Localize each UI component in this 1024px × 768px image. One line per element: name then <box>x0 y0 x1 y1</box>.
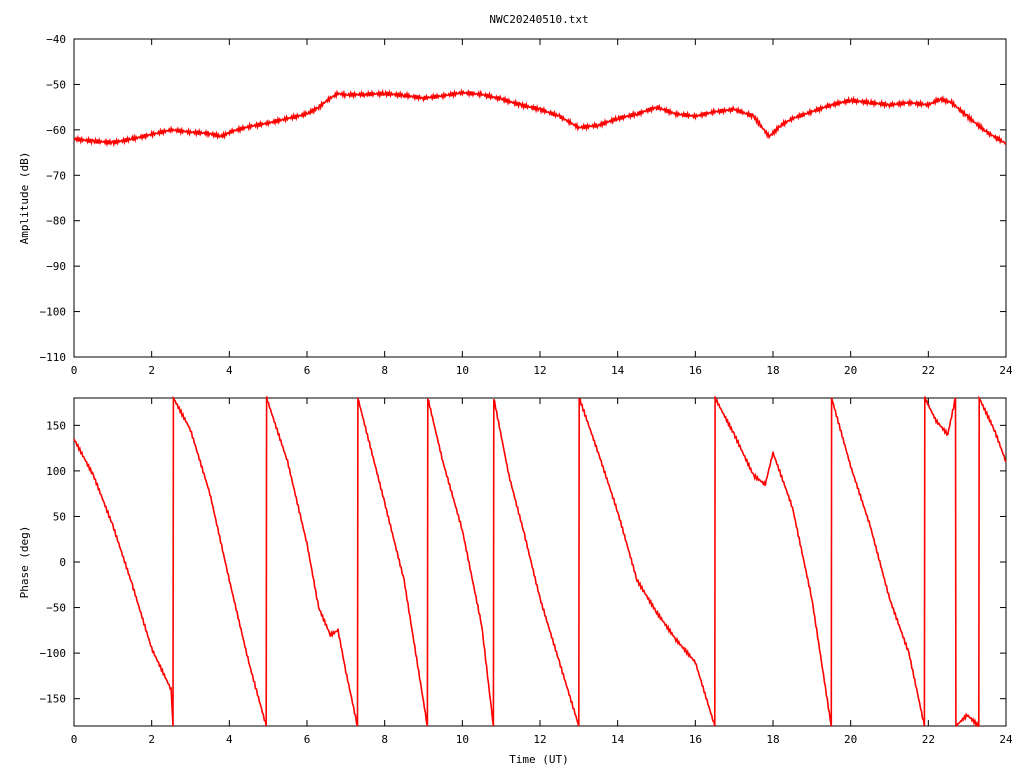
amplitude-ticks: 0 2 4 6 8 10 12 14 16 18 20 22 24−110−100−90−80−70−6… <box>40 33 1013 377</box>
phase-panel: 0 2 4 6 8 10 12 14 16 18 20 22 24−150−100−5005010015… <box>18 395 1013 766</box>
amplitude-x-tick-label: 16 <box>689 364 702 377</box>
amplitude-panel: 0 2 4 6 8 10 12 14 16 18 20 22 24−110−100−90−80−70−6… <box>18 33 1013 377</box>
phase-series-line <box>73 395 1007 728</box>
phase-ticks: 0 2 4 6 8 10 12 14 16 18 20 22 24−150−100−5005010015… <box>40 398 1013 746</box>
phase-x-tick-label: 14 <box>611 733 625 746</box>
amplitude-y-tick-label: −90 <box>46 260 66 273</box>
amplitude-x-tick-label: 12 <box>533 364 546 377</box>
phase-x-axis-title: Time (UT) <box>509 753 569 766</box>
phase-y-tick-label: −50 <box>46 602 66 615</box>
phase-x-tick-label: 16 <box>689 733 702 746</box>
phase-x-tick-label: 6 <box>304 733 311 746</box>
amplitude-y-tick-label: −100 <box>40 306 67 319</box>
phase-x-tick-label: 8 <box>381 733 388 746</box>
phase-x-tick-label: 18 <box>766 733 779 746</box>
amplitude-y-tick-label: −70 <box>46 169 66 182</box>
phase-x-tick-label: 24 <box>999 733 1013 746</box>
amplitude-y-tick-label: −80 <box>46 215 66 228</box>
amplitude-x-tick-label: 2 <box>148 364 155 377</box>
phase-y-tick-label: 100 <box>46 465 66 478</box>
amplitude-x-tick-label: 8 <box>381 364 388 377</box>
phase-x-tick-label: 12 <box>533 733 546 746</box>
amplitude-series-line <box>73 88 1007 148</box>
amplitude-x-tick-label: 10 <box>456 364 469 377</box>
amplitude-x-tick-label: 22 <box>922 364 935 377</box>
amplitude-y-tick-label: −110 <box>40 351 67 364</box>
phase-y-tick-label: 50 <box>53 510 66 523</box>
phase-x-tick-label: 4 <box>226 733 233 746</box>
phase-y-tick-label: −150 <box>40 693 67 706</box>
phase-x-tick-label: 2 <box>148 733 155 746</box>
amplitude-x-tick-label: 24 <box>999 364 1013 377</box>
phase-plot-frame <box>73 397 1007 727</box>
phase-y-tick-label: 150 <box>46 419 66 432</box>
amplitude-x-tick-label: 14 <box>611 364 625 377</box>
phase-y-axis-title: Phase (deg) <box>18 526 31 599</box>
phase-y-tick-label: −100 <box>40 647 67 660</box>
amplitude-y-axis-title: Amplitude (dB) <box>18 152 31 245</box>
amplitude-y-tick-label: −50 <box>46 78 66 91</box>
phase-x-tick-label: 20 <box>844 733 857 746</box>
amplitude-x-tick-label: 6 <box>304 364 311 377</box>
amplitude-plot-frame <box>73 38 1007 358</box>
phase-x-tick-label: 10 <box>456 733 469 746</box>
amplitude-y-tick-label: −40 <box>46 33 66 46</box>
phase-x-tick-label: 22 <box>922 733 935 746</box>
amplitude-x-tick-label: 4 <box>226 364 233 377</box>
phase-x-tick-label: 0 <box>71 733 78 746</box>
amplitude-x-tick-label: 20 <box>844 364 857 377</box>
amplitude-y-tick-label: −60 <box>46 124 66 137</box>
amplitude-x-tick-label: 0 <box>71 364 78 377</box>
chart-title: NWC20240510.txt <box>489 13 588 26</box>
phase-y-tick-label: 0 <box>59 556 66 569</box>
amplitude-x-tick-label: 18 <box>766 364 779 377</box>
